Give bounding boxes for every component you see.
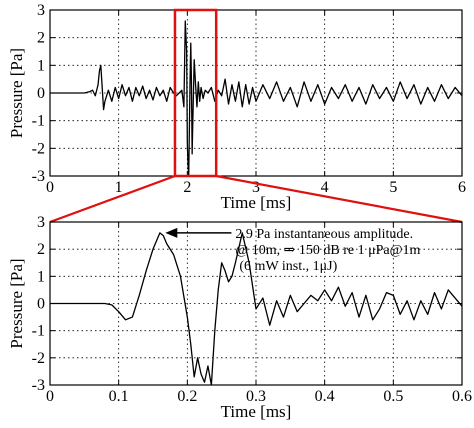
x-tick-label: 0.2 [177, 388, 197, 405]
y-tick-label: -1 [32, 113, 45, 130]
x-tick-label: 1 [115, 179, 123, 196]
y-tick-label: -1 [32, 323, 45, 340]
x-tick-label: 0 [46, 388, 54, 405]
x-tick-label: 0 [46, 179, 54, 196]
annotation-line: @ 10m, ⇒ 150 dB re 1 μPa@1m [235, 243, 420, 258]
annotation-line: 2.9 Pa instantaneous amplitude. [235, 227, 413, 242]
zoom-line-left [49, 174, 176, 224]
y-axis-label: Pressure [Pa] [7, 258, 26, 348]
y-tick-label: -3 [32, 168, 45, 185]
x-tick-label: 0.6 [452, 388, 472, 405]
y-tick-label: 2 [37, 30, 45, 47]
annotation-line: (6 mW inst., 1μJ) [239, 259, 337, 274]
x-tick-label: 2 [183, 179, 191, 196]
bottom-chart: 0 0.1 0.2 0.3 0.4 0.5 0.6 -3 -2 -1 0 1 2 3 Time [ms] Pr… [7, 214, 472, 421]
zoom-line-right [215, 174, 463, 224]
x-tick-label: 6 [458, 179, 466, 196]
y-tick-label: 0 [37, 296, 45, 313]
x-tick-label: 0.4 [315, 388, 335, 405]
plot-frame [49, 9, 463, 177]
y-tick-label: -3 [32, 377, 45, 394]
y-tick-label: 1 [37, 268, 45, 285]
y-tick-label: -2 [32, 140, 45, 157]
x-tick-label: 0.5 [383, 388, 403, 405]
x-tick-label: 5 [389, 179, 397, 196]
x-tick-label: 0.1 [109, 388, 129, 405]
x-axis-label: Time [ms] [221, 193, 292, 212]
annotation-arrowhead [165, 227, 178, 238]
y-tick-label: 1 [37, 57, 45, 74]
y-tick-label: 3 [37, 2, 45, 19]
x-tick-label: 0.3 [246, 388, 266, 405]
series-line [50, 232, 463, 386]
y-tick-label: 0 [37, 85, 45, 102]
y-tick-label: -2 [32, 350, 45, 367]
y-tick-label: 2 [37, 241, 45, 258]
y-tick-label: 3 [37, 214, 45, 231]
x-tick-label: 4 [321, 179, 329, 196]
series-line [50, 20, 463, 177]
y-axis-label: Pressure [Pa] [7, 48, 26, 138]
x-axis-label: Time [ms] [221, 402, 292, 421]
x-tick-label: 3 [252, 179, 260, 196]
zoom-connector [49, 174, 463, 224]
zoom-highlight-box [173, 8, 218, 178]
